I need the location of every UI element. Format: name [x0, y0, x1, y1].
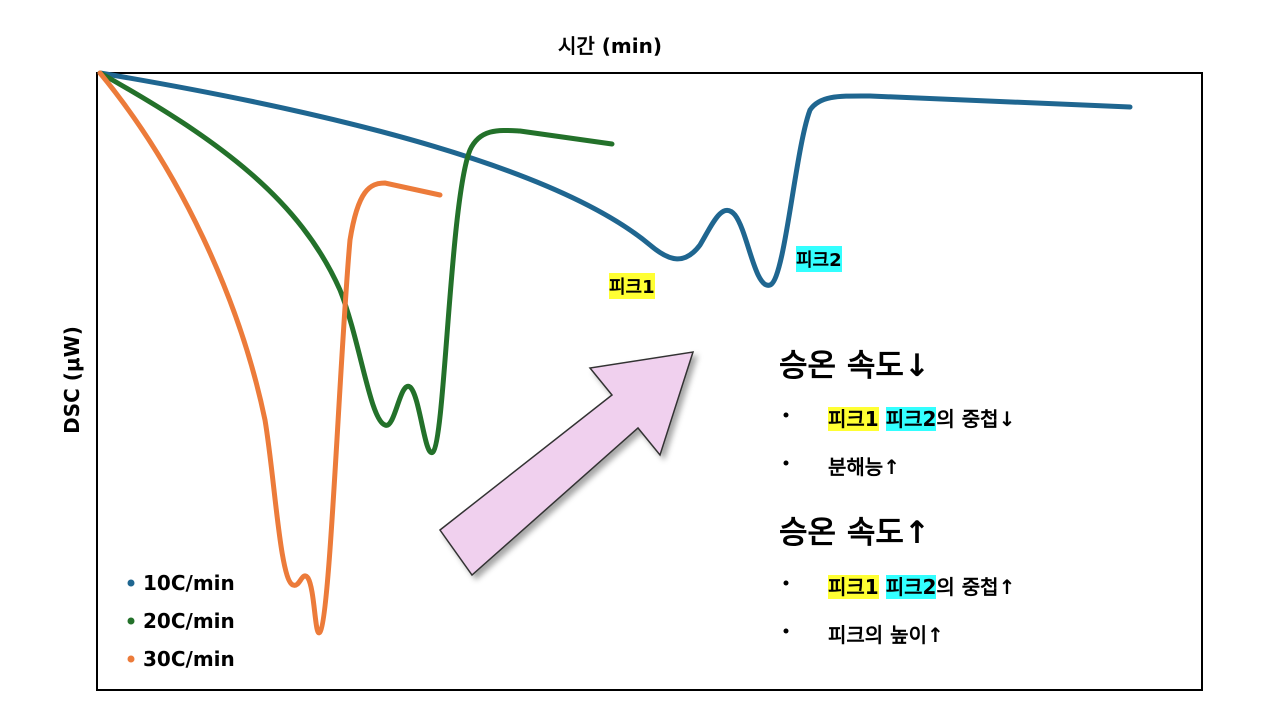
text-segment	[879, 407, 886, 431]
bullet-dot	[783, 460, 789, 466]
bullet-dot	[783, 412, 789, 418]
bullet-dot	[783, 628, 789, 634]
curve-20c	[97, 70, 615, 455]
text-segment: 분해능↑	[828, 455, 900, 479]
text-segment: 의 중첩↑	[936, 575, 1016, 599]
highlighted-text: 피크2	[885, 575, 937, 599]
highlighted-text: 피크1	[828, 575, 879, 599]
bullet-text: 피크1 피크2의 중첩↓	[828, 403, 1015, 432]
note-heading: 승온 속도↑	[779, 515, 930, 551]
y-axis-label: DSC (μW)	[60, 326, 84, 434]
bullet-text: 피크의 높이↑	[828, 619, 944, 648]
curve-30c	[97, 70, 443, 636]
bullet-text: 분해능↑	[828, 451, 900, 480]
curve-10c	[97, 70, 1133, 288]
peak-label: 피크1	[609, 273, 655, 299]
text-segment: 의 중첩↓	[936, 407, 1016, 431]
bullet-dot	[783, 580, 789, 586]
legend-label: 20C/min	[143, 609, 235, 633]
legend-marker	[127, 617, 135, 625]
text-segment: 피크의 높이↑	[828, 623, 944, 647]
legend-marker	[127, 579, 135, 587]
bullet-text: 피크1 피크2의 중첩↑	[828, 571, 1015, 600]
text-segment	[879, 575, 886, 599]
legend	[127, 579, 135, 663]
legend-label: 10C/min	[143, 571, 235, 595]
trend-arrow	[438, 351, 695, 577]
x-axis-label: 시간 (min)	[558, 34, 662, 58]
legend-label: 30C/min	[143, 647, 235, 671]
legend-marker	[127, 655, 135, 663]
peak-label: 피크2	[796, 246, 842, 272]
note-heading: 승온 속도↓	[779, 348, 930, 384]
highlighted-text: 피크2	[885, 407, 937, 431]
highlighted-text: 피크1	[828, 407, 879, 431]
